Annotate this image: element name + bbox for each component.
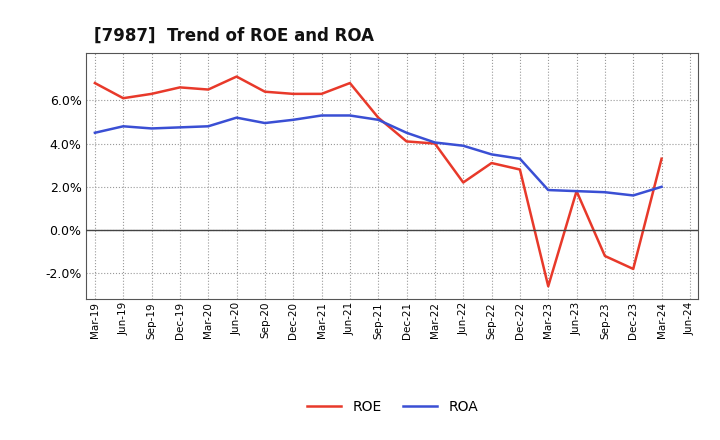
- ROA: [176, 125, 184, 130]
- ROA: [572, 188, 581, 194]
- ROE: [657, 156, 666, 161]
- ROE: [629, 266, 637, 271]
- ROA: [459, 143, 467, 148]
- ROE: [119, 95, 127, 101]
- ROA: [148, 126, 156, 131]
- Text: [7987]  Trend of ROE and ROA: [7987] Trend of ROE and ROA: [94, 26, 374, 44]
- Legend: ROE, ROA: ROE, ROA: [307, 400, 478, 414]
- ROA: [600, 190, 609, 195]
- ROA: [516, 156, 524, 161]
- Line: ROE: ROE: [95, 77, 662, 286]
- ROE: [176, 85, 184, 90]
- ROE: [459, 180, 467, 185]
- ROA: [91, 130, 99, 136]
- ROA: [374, 117, 382, 122]
- ROA: [657, 184, 666, 190]
- ROE: [261, 89, 269, 94]
- ROA: [233, 115, 241, 120]
- ROA: [261, 121, 269, 126]
- ROA: [346, 113, 354, 118]
- ROE: [91, 81, 99, 86]
- ROE: [289, 91, 297, 96]
- ROE: [318, 91, 326, 96]
- ROE: [572, 188, 581, 194]
- Line: ROA: ROA: [95, 115, 662, 195]
- ROE: [374, 115, 382, 120]
- ROE: [516, 167, 524, 172]
- ROE: [600, 253, 609, 259]
- ROE: [204, 87, 212, 92]
- ROA: [402, 130, 411, 136]
- ROA: [544, 187, 552, 193]
- ROE: [544, 284, 552, 289]
- ROE: [402, 139, 411, 144]
- ROA: [629, 193, 637, 198]
- ROA: [119, 124, 127, 129]
- ROE: [487, 161, 496, 166]
- ROE: [346, 81, 354, 86]
- ROE: [148, 91, 156, 96]
- ROA: [487, 152, 496, 157]
- ROA: [431, 140, 439, 145]
- ROE: [431, 141, 439, 146]
- ROE: [233, 74, 241, 79]
- ROA: [204, 124, 212, 129]
- ROA: [289, 117, 297, 122]
- ROA: [318, 113, 326, 118]
